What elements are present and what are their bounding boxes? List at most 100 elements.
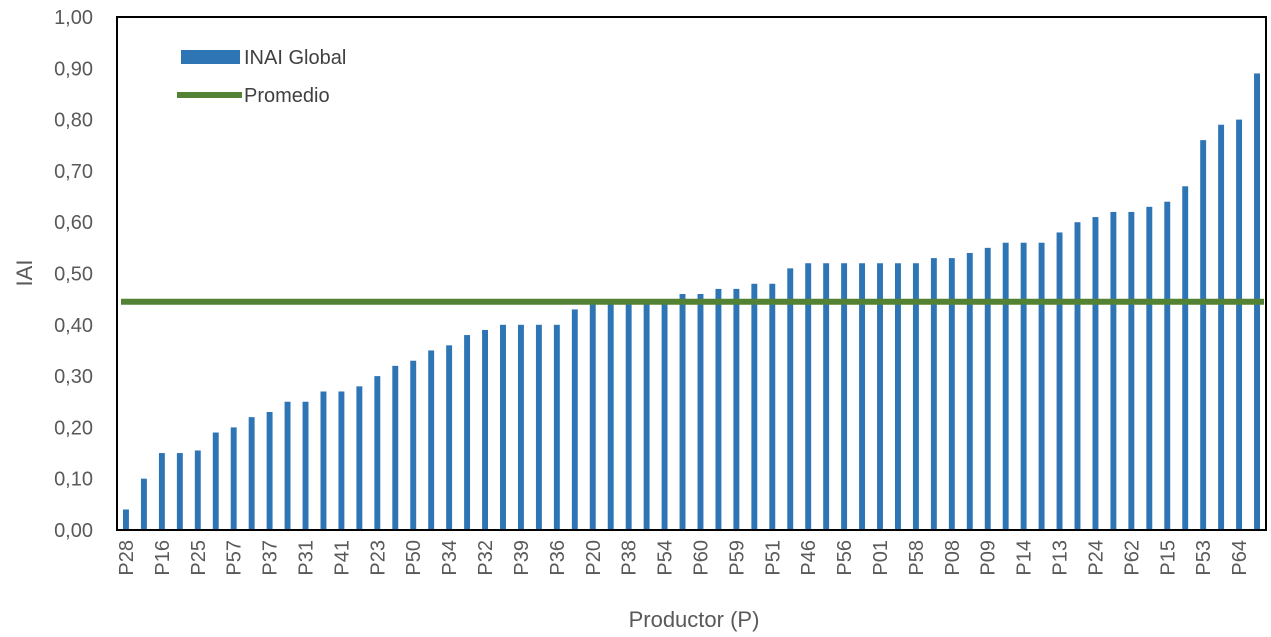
y-tick-label: 0,40 [54, 315, 93, 337]
x-tick-label: P16 [152, 540, 174, 576]
bar [553, 324, 560, 530]
bar [841, 263, 848, 530]
bar [302, 401, 309, 530]
bar [1002, 242, 1009, 530]
bar [500, 324, 506, 530]
x-tick-label: P28 [116, 540, 138, 576]
x-tick-label: P25 [188, 540, 210, 576]
bar [769, 283, 776, 530]
y-tick-label: 1,00 [54, 7, 93, 29]
x-axis-title: Productor (P) [629, 607, 760, 632]
y-axis-title: IAI [12, 260, 37, 287]
plot-area-frame [116, 16, 1267, 531]
bar [948, 258, 955, 530]
bar [1164, 201, 1171, 530]
bar [984, 247, 991, 530]
x-tick-label: P14 [1014, 540, 1036, 576]
bar [733, 288, 740, 530]
bar [428, 350, 435, 530]
bar [410, 360, 417, 530]
bar [715, 288, 722, 530]
y-tick-label: 0,10 [54, 469, 93, 491]
bar [446, 345, 453, 530]
legend-label-promedio: Promedio [244, 85, 330, 107]
y-tick-label: 0,80 [54, 110, 93, 132]
bar [1110, 211, 1117, 530]
x-tick-label: P32 [475, 540, 497, 576]
x-tick-label: P20 [583, 540, 605, 576]
bar [1200, 140, 1207, 530]
bar [1218, 124, 1225, 530]
x-tick-label: P15 [1157, 540, 1179, 576]
bar [877, 263, 883, 530]
bar [158, 453, 165, 530]
y-tick-label: 0,00 [54, 520, 93, 542]
bar [338, 391, 345, 530]
x-tick-label: P58 [906, 540, 928, 576]
x-tick-label: P60 [690, 540, 712, 576]
bar [894, 263, 901, 530]
y-tick-label: 0,90 [54, 58, 93, 80]
y-tick-label: 0,70 [54, 161, 93, 183]
x-tick-label: P59 [726, 540, 748, 576]
y-tick-label: 0,20 [54, 417, 93, 439]
bar [374, 376, 381, 530]
bar [1092, 217, 1099, 530]
bar [284, 401, 291, 530]
bar [392, 365, 399, 530]
bar [697, 294, 704, 530]
bar [571, 309, 578, 530]
x-tick-label: P53 [1193, 540, 1215, 576]
bar [176, 453, 183, 530]
bar [1020, 242, 1027, 530]
x-tick-label: P36 [547, 540, 569, 576]
bar [679, 294, 686, 530]
x-tick-label: P46 [798, 540, 820, 576]
bar [1038, 242, 1045, 530]
x-tick-label: P50 [403, 540, 425, 576]
x-tick-label: P23 [367, 540, 389, 576]
x-tick-label: P56 [834, 540, 856, 576]
bar [1074, 222, 1081, 530]
bar [464, 335, 471, 530]
bar [356, 386, 363, 530]
x-tick-label: P39 [511, 540, 533, 576]
bar [123, 509, 129, 530]
bar [643, 299, 650, 530]
bar [1128, 211, 1135, 530]
x-axis-ticks: P28 P16 P25 P57 P37 P31 P41 P23 P50 P34 P32 P39 P36 P… [116, 540, 1251, 576]
x-tick-label: P41 [331, 540, 353, 576]
y-tick-label: 0,30 [54, 366, 93, 388]
x-tick-label: P01 [870, 540, 892, 576]
bar [1146, 206, 1153, 530]
legend: INAI Global Promedio [177, 47, 346, 107]
x-tick-label: P51 [762, 540, 784, 576]
x-tick-label: P34 [439, 540, 461, 576]
bar [589, 299, 596, 530]
bar [140, 478, 147, 530]
bar-series-inai-global [123, 73, 1260, 531]
x-tick-label: P38 [619, 540, 641, 576]
bar [607, 299, 614, 530]
bar [212, 432, 219, 530]
bar [248, 417, 255, 530]
bar [230, 427, 237, 530]
x-tick-label: P57 [224, 540, 246, 576]
legend-label-inai-global: INAI Global [244, 47, 346, 69]
x-tick-label: P24 [1085, 540, 1107, 576]
bar [517, 324, 524, 530]
x-tick-label: P31 [296, 540, 318, 576]
bar [266, 412, 273, 530]
x-tick-label: P62 [1121, 540, 1143, 576]
bar [661, 299, 668, 530]
bar [1182, 186, 1189, 531]
bar [823, 263, 830, 530]
y-tick-label: 0,50 [54, 264, 93, 286]
x-tick-label: P54 [655, 540, 677, 576]
y-tick-label: 0,60 [54, 212, 93, 234]
x-tick-label: P13 [1050, 540, 1072, 576]
bar [787, 268, 794, 530]
bar [320, 391, 327, 530]
x-tick-label: P37 [260, 540, 282, 576]
